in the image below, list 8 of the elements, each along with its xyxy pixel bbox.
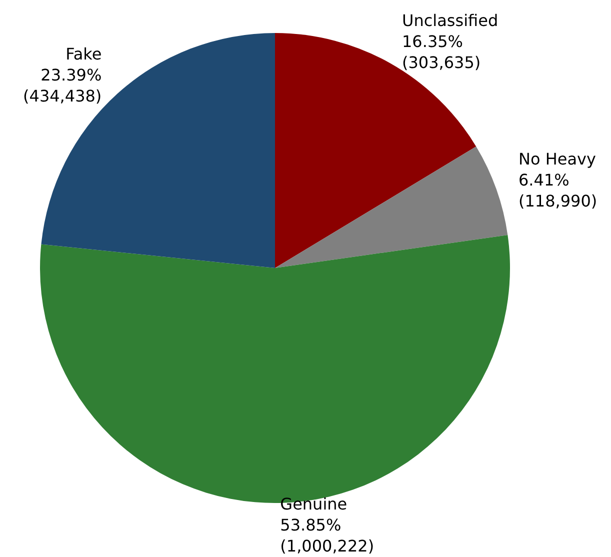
- data-label: 53.85% (1,000,222): [280, 516, 374, 556]
- slice-label: Genuine: [280, 494, 348, 514]
- data-label: 6.41% (118,990): [518, 170, 598, 210]
- data-label: 16.35% (303,635): [402, 32, 481, 72]
- slice-label: Fake: [66, 44, 102, 64]
- data-label: 23.39% (434,438): [23, 65, 102, 106]
- slice-label: Unclassified: [402, 11, 498, 30]
- slice-label: No Heavy: [518, 149, 596, 168]
